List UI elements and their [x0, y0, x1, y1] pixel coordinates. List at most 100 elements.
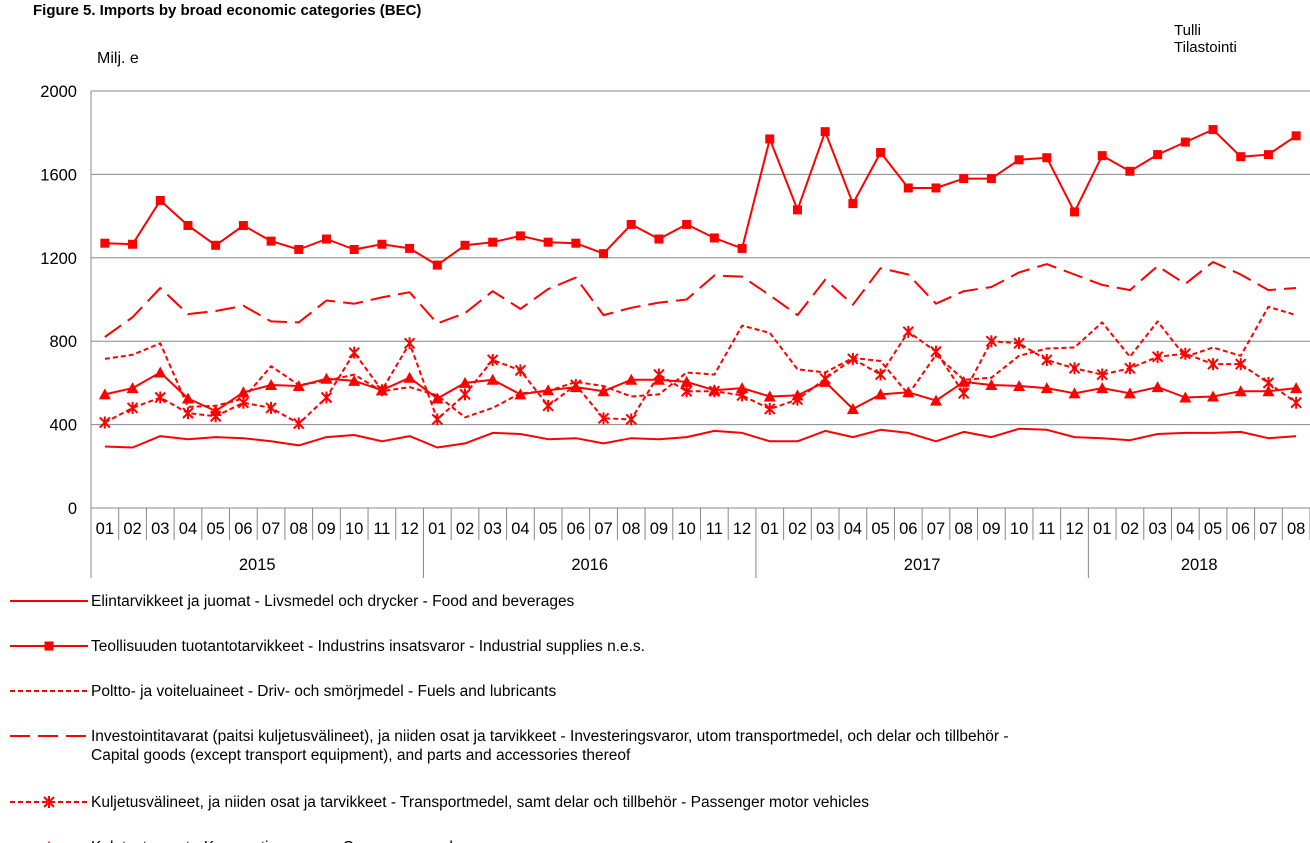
- data-point: [569, 381, 582, 393]
- legend: Elintarvikkeet ja juomat - Livsmedel och…: [10, 593, 1009, 843]
- data-point: [597, 412, 610, 425]
- data-point: [1151, 381, 1164, 393]
- data-point: [682, 219, 692, 229]
- data-point: [1235, 358, 1247, 371]
- data-point: [154, 366, 167, 378]
- data-point: [514, 364, 527, 377]
- data-point: [238, 220, 248, 230]
- x-tick-label: 12: [1065, 520, 1083, 538]
- data-point: [847, 352, 859, 365]
- legend-label: Teollisuuden tuotantotarvikkeet - Indust…: [91, 638, 645, 655]
- data-point: [1179, 347, 1192, 360]
- data-point: [709, 233, 719, 243]
- data-point: [1096, 368, 1108, 381]
- data-point: [654, 234, 664, 244]
- data-point: [1236, 152, 1246, 162]
- data-point: [1291, 131, 1301, 141]
- x-tick-label: 02: [456, 520, 474, 538]
- data-point: [377, 239, 387, 249]
- data-point: [431, 413, 444, 426]
- series-2: [100, 125, 1301, 270]
- data-point: [294, 244, 304, 254]
- year-label: 2016: [571, 556, 608, 574]
- gridlines: 0 400 800 1200 1600 2000: [40, 83, 1310, 518]
- x-tick-label: 02: [123, 520, 141, 538]
- data-point: [929, 394, 942, 406]
- data-point: [876, 148, 886, 158]
- x-tick-label: 08: [622, 520, 640, 538]
- x-tick-label: 07: [927, 520, 945, 538]
- x-tick-label: 04: [1176, 520, 1194, 538]
- legend-label: Kuljetusvälineet, ja niiden osat ja tarv…: [91, 794, 869, 811]
- data-point: [680, 375, 693, 387]
- data-point: [403, 337, 416, 350]
- data-point: [405, 243, 415, 253]
- x-tick-label: 04: [511, 520, 529, 538]
- data-point: [957, 375, 970, 387]
- x-tick-label: 10: [677, 520, 695, 538]
- data-point: [764, 402, 776, 415]
- x-tick-label: 06: [234, 520, 252, 538]
- series-line: [104, 305, 1297, 419]
- data-point: [820, 127, 830, 137]
- x-tick-label: 01: [761, 520, 779, 538]
- data-point: [542, 399, 554, 412]
- data-point: [1263, 150, 1273, 160]
- x-tick-label: 03: [1148, 520, 1166, 538]
- x-tick-label: 08: [290, 520, 308, 538]
- data-point: [126, 401, 139, 414]
- data-point: [957, 387, 970, 400]
- data-point: [626, 219, 636, 229]
- data-point: [209, 405, 222, 417]
- data-point: [459, 376, 472, 388]
- data-point: [348, 374, 361, 386]
- data-point: [1040, 382, 1053, 394]
- data-point: [1290, 396, 1302, 409]
- data-point: [126, 382, 139, 394]
- data-point: [1262, 385, 1275, 397]
- data-point: [543, 237, 553, 247]
- data-point: [154, 391, 166, 404]
- x-tick-label: 03: [816, 520, 834, 538]
- year-label: 2018: [1181, 556, 1218, 574]
- data-point: [486, 373, 499, 385]
- data-point: [763, 390, 776, 402]
- data-point: [375, 384, 388, 396]
- data-point: [293, 417, 305, 430]
- data-point: [1013, 380, 1026, 392]
- x-tick-label: 11: [1038, 520, 1055, 538]
- data-point: [959, 174, 969, 184]
- x-tick-label: 08: [955, 520, 973, 538]
- data-point: [237, 396, 250, 409]
- x-tick-label: 03: [151, 520, 169, 538]
- data-point: [1207, 390, 1220, 402]
- data-point: [986, 174, 996, 184]
- data-point: [680, 385, 693, 398]
- x-tick-label: 04: [844, 520, 862, 538]
- y-tick-label: 1600: [40, 166, 77, 184]
- data-point: [1097, 151, 1107, 161]
- data-point: [1124, 362, 1136, 375]
- series-line: [104, 427, 1297, 449]
- legend-label: Elintarvikkeet ja juomat - Livsmedel och…: [91, 593, 575, 610]
- legend-label: Investointitavarat (paitsi kuljetusvälin…: [91, 728, 1009, 764]
- data-point: [459, 388, 471, 401]
- data-point: [597, 385, 610, 397]
- source-label: Tulli Tilastointi: [1174, 22, 1237, 56]
- chart-title: Figure 5. Imports by broad economic cate…: [33, 2, 422, 19]
- x-tick-label: 02: [788, 520, 806, 538]
- series-line: [104, 261, 1297, 338]
- x-tick-label: 09: [650, 520, 668, 538]
- data-point: [1068, 387, 1081, 399]
- data-point: [930, 345, 942, 358]
- data-point: [652, 373, 665, 385]
- data-point: [1123, 387, 1136, 399]
- data-point: [1096, 382, 1109, 394]
- data-point: [846, 402, 859, 414]
- data-point: [1068, 362, 1081, 375]
- data-point: [599, 249, 609, 259]
- y-tick-label: 2000: [40, 83, 77, 101]
- data-point: [321, 234, 331, 244]
- data-point: [211, 240, 221, 250]
- data-point: [848, 199, 858, 209]
